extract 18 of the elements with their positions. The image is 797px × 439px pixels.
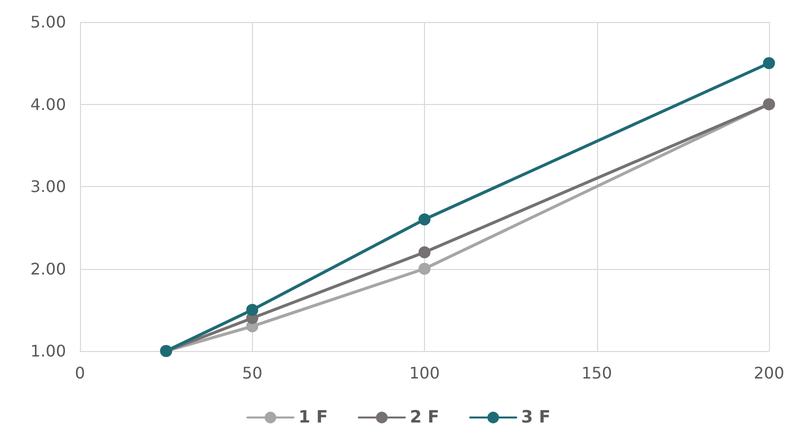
legend-label: 1 F [298, 408, 328, 428]
point [418, 246, 430, 258]
point [418, 262, 430, 275]
y-tick-label: 3.00 [30, 177, 66, 196]
y-tick-label: 4.00 [30, 94, 66, 114]
x-tick-label: 100 [409, 364, 440, 382]
y-tick-label: 5.00 [30, 12, 66, 32]
y-tick-label: 1.00 [30, 342, 66, 360]
x-tick-label: 0 [74, 364, 86, 382]
point [763, 57, 775, 70]
legend-label: 2 F [410, 408, 440, 428]
x-tick-label: 50 [242, 364, 262, 382]
x-tick-label: 200 [754, 364, 784, 382]
point [246, 304, 258, 316]
y-tick-label: 2.00 [30, 259, 66, 278]
point [418, 213, 430, 226]
x-tick-label: 150 [581, 364, 612, 382]
legend-label: 3 F [521, 408, 551, 428]
